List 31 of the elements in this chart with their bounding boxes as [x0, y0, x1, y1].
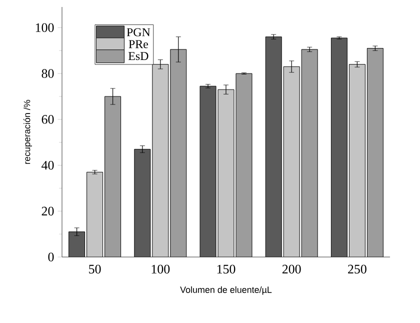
bar	[86, 172, 103, 257]
bar	[152, 64, 168, 257]
legend-label: PRe	[128, 40, 148, 48]
bar	[236, 74, 252, 257]
x-axis-title: Volumen de eluente/µL	[180, 286, 272, 295]
y-tick-label: 40	[42, 160, 54, 170]
bar	[104, 96, 121, 257]
bar	[302, 49, 318, 257]
bar	[284, 66, 300, 257]
x-tick-label: 150	[217, 264, 236, 274]
y-tick-label: 80	[42, 69, 54, 78]
bar	[170, 49, 186, 257]
x-tick-label: 250	[348, 264, 366, 274]
y-tick-label: 60	[42, 115, 54, 124]
bar	[266, 36, 282, 257]
y-tick-label: 20	[42, 206, 54, 216]
y-tick-label: 0	[48, 252, 54, 262]
y-axis-title: recuperación /%	[23, 100, 32, 164]
bar	[330, 38, 348, 257]
bar	[366, 48, 384, 257]
y-tick-label: 100	[36, 23, 54, 32]
bar	[348, 64, 366, 257]
bar	[200, 86, 216, 257]
bar	[134, 149, 150, 257]
x-tick-label: 200	[282, 264, 301, 274]
bar	[68, 232, 85, 257]
legend-label: EsD	[128, 52, 148, 60]
x-tick-label: 50	[89, 264, 101, 274]
legend-label: PGN	[126, 28, 150, 36]
x-tick-label: 100	[152, 264, 170, 274]
bar	[218, 90, 234, 257]
